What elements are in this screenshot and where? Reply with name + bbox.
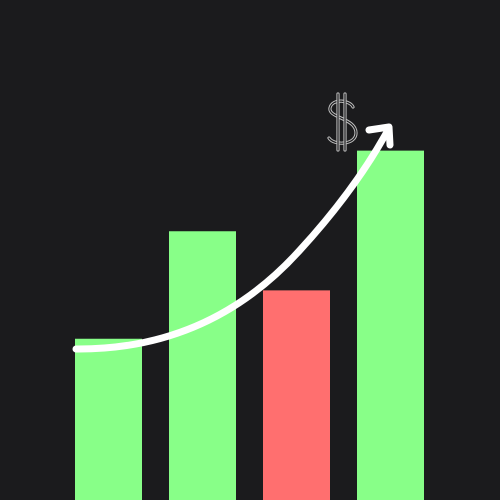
bar-3 bbox=[263, 290, 330, 500]
bar-4 bbox=[357, 151, 424, 500]
dollar-sign-icon bbox=[320, 90, 364, 154]
bars-group bbox=[75, 151, 424, 500]
bar-1 bbox=[75, 339, 142, 500]
bar-2 bbox=[169, 231, 236, 500]
